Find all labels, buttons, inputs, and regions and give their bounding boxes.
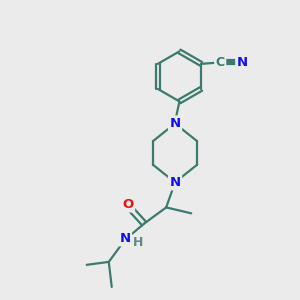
Text: N: N bbox=[169, 176, 181, 189]
Text: N: N bbox=[237, 56, 248, 69]
Text: O: O bbox=[122, 198, 134, 211]
Text: N: N bbox=[119, 232, 130, 245]
Text: H: H bbox=[133, 236, 143, 249]
Text: N: N bbox=[169, 117, 181, 130]
Text: C: C bbox=[216, 56, 225, 69]
